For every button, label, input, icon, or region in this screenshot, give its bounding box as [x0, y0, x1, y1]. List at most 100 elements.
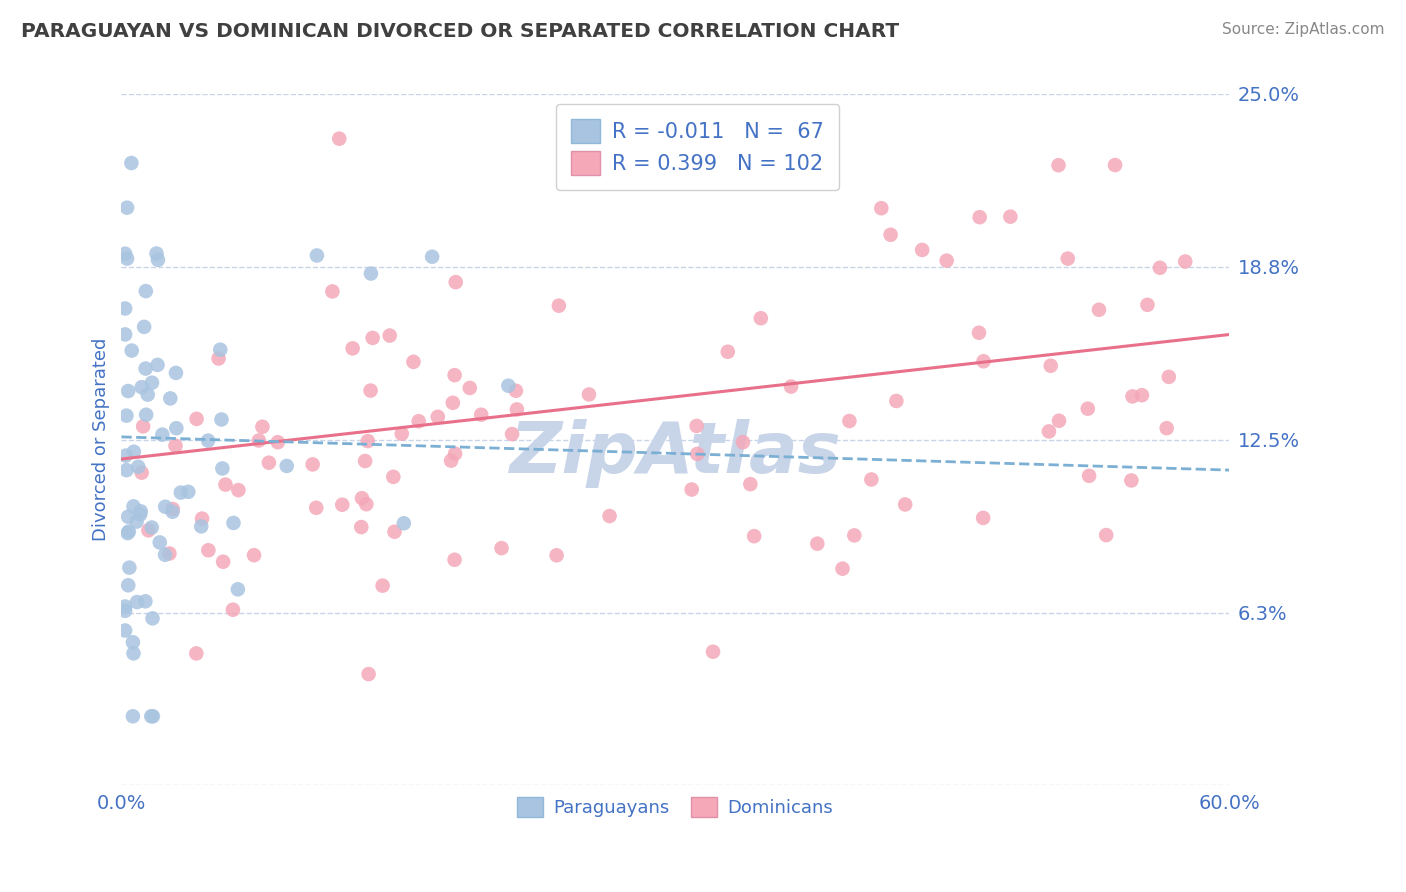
Point	[443, 368, 465, 383]
Text: ZipAtlas: ZipAtlas	[509, 419, 841, 488]
Point	[136, 387, 159, 401]
Point	[357, 434, 380, 448]
Point	[547, 299, 569, 313]
Point	[599, 508, 621, 523]
Point	[702, 645, 724, 659]
Point	[214, 477, 236, 491]
Point	[780, 379, 803, 393]
Point	[134, 319, 156, 334]
Point	[157, 547, 180, 561]
Point	[501, 427, 523, 442]
Point	[222, 603, 245, 617]
Point	[443, 553, 465, 567]
Point	[118, 560, 141, 574]
Point	[149, 535, 172, 549]
Y-axis label: Divorced or Separated: Divorced or Separated	[93, 338, 110, 541]
Point	[742, 529, 765, 543]
Point	[1077, 401, 1099, 416]
Point	[134, 594, 156, 608]
Point	[120, 156, 142, 170]
Point	[420, 250, 443, 264]
Point	[222, 516, 245, 530]
Point	[117, 526, 139, 541]
Point	[1000, 210, 1022, 224]
Point	[441, 396, 464, 410]
Point	[1121, 474, 1143, 488]
Point	[162, 502, 184, 516]
Point	[228, 483, 250, 497]
Point	[505, 384, 527, 398]
Point	[135, 284, 157, 298]
Point	[243, 548, 266, 562]
Point	[717, 344, 740, 359]
Point	[844, 528, 866, 542]
Point	[276, 458, 298, 473]
Point	[114, 624, 136, 638]
Point	[146, 358, 169, 372]
Point	[226, 582, 249, 597]
Point	[1095, 528, 1118, 542]
Point	[127, 459, 149, 474]
Point	[138, 524, 160, 538]
Point	[197, 434, 219, 448]
Point	[122, 635, 145, 649]
Point	[879, 227, 901, 242]
Point	[402, 355, 425, 369]
Point	[894, 498, 917, 512]
Point	[301, 458, 323, 472]
Point	[162, 505, 184, 519]
Point	[328, 131, 350, 145]
Point	[740, 477, 762, 491]
Point	[114, 449, 136, 463]
Point	[212, 555, 235, 569]
Point	[350, 520, 373, 534]
Point	[165, 421, 187, 435]
Point	[153, 548, 176, 562]
Point	[1136, 298, 1159, 312]
Legend: Paraguayans, Dominicans: Paraguayans, Dominicans	[506, 786, 844, 829]
Point	[378, 328, 401, 343]
Point	[361, 331, 384, 345]
Point	[360, 384, 382, 398]
Point	[1088, 302, 1111, 317]
Point	[972, 511, 994, 525]
Point	[444, 447, 467, 461]
Point	[247, 434, 270, 448]
Point	[967, 326, 990, 340]
Point	[426, 409, 449, 424]
Point	[1038, 425, 1060, 439]
Point	[125, 595, 148, 609]
Point	[159, 392, 181, 406]
Point	[117, 509, 139, 524]
Point	[578, 387, 600, 401]
Point	[141, 376, 163, 390]
Point	[360, 267, 382, 281]
Point	[1078, 468, 1101, 483]
Point	[506, 402, 529, 417]
Point	[121, 343, 143, 358]
Point	[115, 252, 138, 266]
Point	[681, 483, 703, 497]
Point	[122, 444, 145, 458]
Point	[142, 709, 165, 723]
Point	[186, 412, 208, 426]
Point	[350, 491, 373, 505]
Point	[125, 515, 148, 529]
Point	[115, 409, 138, 423]
Point	[1056, 252, 1078, 266]
Text: PARAGUAYAN VS DOMINICAN DIVORCED OR SEPARATED CORRELATION CHART: PARAGUAYAN VS DOMINICAN DIVORCED OR SEPA…	[21, 22, 900, 41]
Point	[342, 342, 364, 356]
Point	[114, 301, 136, 316]
Point	[150, 427, 173, 442]
Point	[197, 543, 219, 558]
Point	[165, 439, 187, 453]
Point	[838, 414, 860, 428]
Point	[122, 646, 145, 660]
Point	[935, 253, 957, 268]
Point	[165, 366, 187, 380]
Point	[357, 667, 380, 681]
Point	[382, 470, 405, 484]
Point	[870, 201, 893, 215]
Point	[1047, 158, 1070, 172]
Point	[115, 201, 138, 215]
